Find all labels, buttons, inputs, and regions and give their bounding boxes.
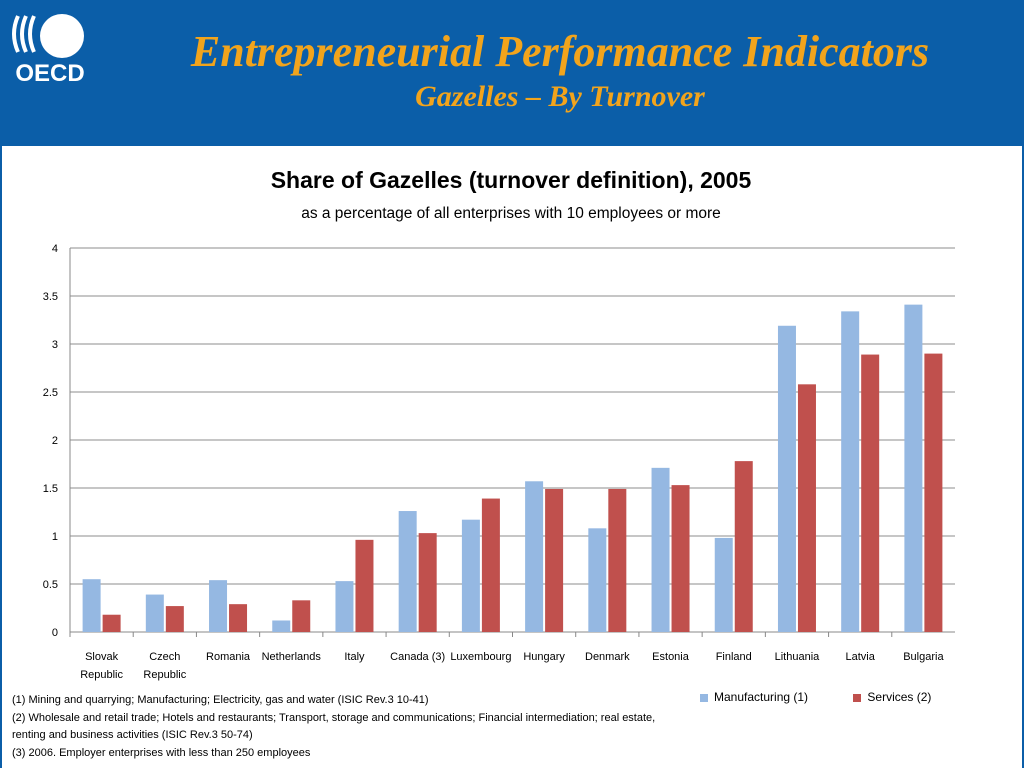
x-tick-label: Luxembourg bbox=[450, 651, 511, 663]
y-tick-label: 0.5 bbox=[43, 579, 58, 591]
bar-manufacturing bbox=[82, 579, 101, 632]
bar-services bbox=[861, 354, 880, 632]
bar-manufacturing bbox=[525, 481, 544, 632]
bar-manufacturing bbox=[335, 581, 354, 632]
header-banner: OECD Entrepreneurial Performance Indicat… bbox=[0, 0, 1024, 146]
legend-swatch-manufacturing bbox=[700, 693, 708, 702]
x-tick-label: Latvia bbox=[845, 651, 875, 663]
bar-manufacturing bbox=[714, 537, 733, 632]
x-tick-label: Denmark bbox=[585, 651, 630, 663]
oecd-logo bbox=[12, 14, 84, 58]
bar-services bbox=[102, 614, 121, 632]
y-tick-label: 3 bbox=[52, 339, 58, 351]
bar-services bbox=[165, 606, 184, 632]
page-title: Entrepreneurial Performance Indicators bbox=[190, 27, 930, 76]
y-tick-label: 1 bbox=[52, 531, 58, 543]
bar-manufacturing bbox=[145, 594, 164, 632]
x-tick-label: Republic bbox=[143, 669, 186, 681]
bar-services bbox=[924, 353, 943, 632]
footnote-2: (2) Wholesale and retail trade; Hotels a… bbox=[12, 711, 656, 724]
bar-manufacturing bbox=[461, 519, 480, 632]
bar-manufacturing bbox=[651, 467, 670, 632]
y-tick-label: 2 bbox=[52, 435, 58, 447]
bar-services bbox=[734, 461, 753, 632]
x-tick-label: Italy bbox=[344, 651, 365, 663]
bar-services bbox=[355, 539, 374, 632]
chart-subtitle: as a percentage of all enterprises with … bbox=[301, 205, 721, 222]
footnote-2-cont: renting and business activities (ISIC Re… bbox=[12, 729, 253, 741]
footnotes: (1) Mining and quarrying; Manufacturing;… bbox=[12, 692, 655, 762]
y-tick-label: 3.5 bbox=[43, 291, 58, 303]
chart-title: Share of Gazelles (turnover definition),… bbox=[271, 167, 752, 193]
gridlines bbox=[69, 247, 955, 633]
bar-manufacturing bbox=[841, 311, 860, 632]
x-tick-label: Netherlands bbox=[262, 651, 322, 663]
bar-manufacturing bbox=[398, 511, 417, 632]
bar-services bbox=[671, 485, 690, 632]
legend-swatch-services bbox=[853, 693, 862, 702]
bar-chart: Share of Gazelles (turnover definition),… bbox=[43, 167, 955, 681]
x-tick-label: Czech bbox=[149, 651, 180, 663]
bar-manufacturing bbox=[209, 580, 228, 632]
x-tick-label: Finland bbox=[716, 651, 752, 663]
bar-services bbox=[229, 604, 248, 632]
bar-manufacturing bbox=[588, 528, 607, 632]
x-tick-label: Bulgaria bbox=[903, 651, 944, 663]
bar-services bbox=[545, 488, 564, 632]
bar-services bbox=[797, 384, 816, 632]
chart-panel: Share of Gazelles (turnover definition),… bbox=[2, 146, 1022, 768]
bar-services bbox=[608, 488, 627, 632]
x-tick-label: Hungary bbox=[523, 651, 565, 663]
y-tick-label: 0 bbox=[52, 627, 58, 639]
x-tick-label: Romania bbox=[206, 651, 251, 663]
x-tick-label: Estonia bbox=[652, 651, 690, 663]
legend-label-services: Services (2) bbox=[867, 690, 932, 704]
x-axis-labels: Slovak Republic Czech Republic Romania Nether… bbox=[69, 632, 944, 681]
bar-manufacturing bbox=[272, 620, 291, 632]
legend-item-services: Services (2) bbox=[853, 690, 931, 704]
bars bbox=[82, 304, 943, 632]
y-tick-label: 4 bbox=[52, 243, 58, 255]
x-tick-label: Slovak bbox=[85, 651, 119, 663]
y-axis-ticks: 0 0.5 1 1.5 2 2.5 3 3.5 4 bbox=[43, 243, 58, 639]
footnote-1: (1) Mining and quarrying; Manufacturing;… bbox=[12, 694, 429, 706]
bar-services bbox=[292, 600, 311, 632]
legend-item-manufacturing: Manufacturing (1) bbox=[700, 690, 808, 704]
x-tick-label: Canada (3) bbox=[390, 651, 445, 663]
page-subtitle: Gazelles – By Turnover bbox=[415, 80, 705, 113]
bar-manufacturing bbox=[777, 325, 796, 632]
y-tick-label: 2.5 bbox=[43, 387, 58, 399]
logo-text: OECD bbox=[15, 60, 85, 87]
legend-label-manufacturing: Manufacturing (1) bbox=[714, 690, 809, 704]
footnote-3: (3) 2006. Employer enterprises with less… bbox=[12, 746, 311, 759]
bar-manufacturing bbox=[904, 304, 923, 632]
legend: Manufacturing (1) Services (2) bbox=[700, 690, 973, 704]
x-tick-label: Lithuania bbox=[775, 651, 821, 663]
x-tick-label: Republic bbox=[80, 669, 123, 681]
bar-services bbox=[481, 498, 500, 632]
y-tick-label: 1.5 bbox=[43, 483, 58, 495]
bar-services bbox=[418, 533, 437, 632]
